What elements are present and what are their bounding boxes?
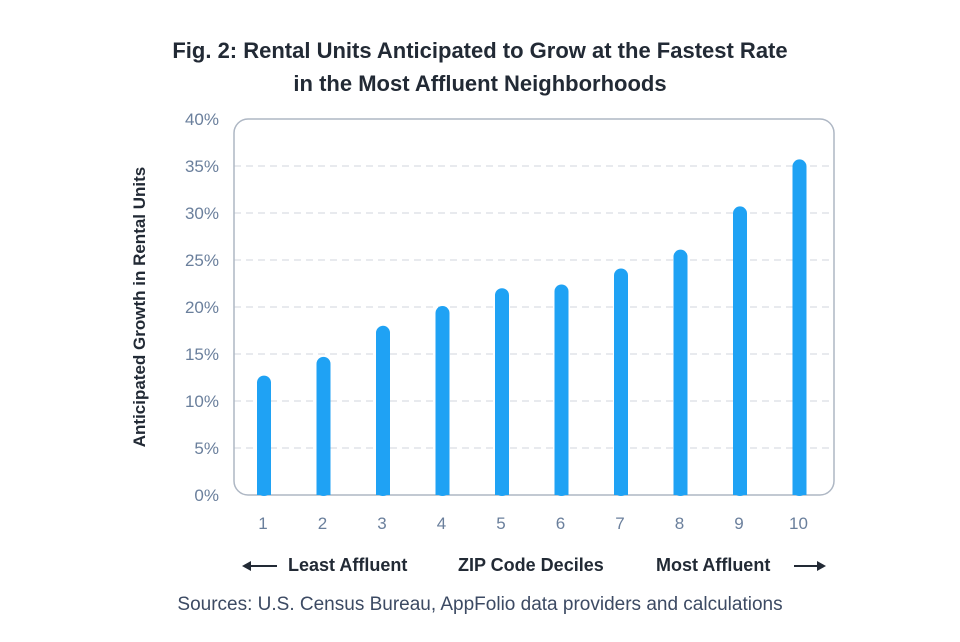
bar: [316, 356, 331, 496]
bar-base: [376, 487, 390, 495]
bar: [792, 159, 807, 497]
right-arrow-shaft: [794, 565, 819, 567]
bar-base: [495, 487, 509, 495]
y-tick-label: 10%: [185, 392, 219, 411]
bar: [376, 325, 390, 496]
bar: [554, 284, 569, 496]
x-tick-label: 3: [377, 514, 386, 533]
source-note: Sources: U.S. Census Bureau, AppFolio da…: [177, 594, 783, 615]
x-tick-label: 10: [789, 514, 808, 533]
chart-title-line-1: Fig. 2: Rental Units Anticipated to Grow…: [172, 38, 788, 63]
bar: [257, 375, 271, 496]
x-tick-label: 5: [496, 514, 505, 533]
y-tick-label: 15%: [185, 345, 219, 364]
chart-title: Fig. 2: Rental Units Anticipated to Grow…: [0, 34, 960, 100]
x-tick-label: 8: [675, 514, 684, 533]
bar: [495, 288, 509, 496]
y-tick-label: 5%: [194, 439, 219, 458]
bar: [673, 249, 688, 496]
bar-base: [792, 487, 807, 495]
chart-title-line-2: in the Most Affluent Neighborhoods: [293, 71, 667, 96]
bar-base: [733, 487, 747, 495]
bar-base: [257, 487, 271, 495]
bar: [733, 206, 747, 497]
left-arrow-icon: [242, 561, 251, 571]
bar-base: [435, 487, 450, 495]
bar-base: [673, 487, 688, 495]
plot-frame: [233, 118, 835, 496]
x-axis-label: ZIP Code Deciles: [458, 555, 604, 575]
bar-base: [614, 487, 628, 495]
x-tick-label: 9: [734, 514, 743, 533]
y-tick-label: 30%: [185, 204, 219, 223]
x-tick-label: 6: [556, 514, 565, 533]
left-arrow-shaft: [250, 565, 277, 567]
x-tick-label: 4: [437, 514, 446, 533]
y-tick-label: 20%: [185, 298, 219, 317]
bar: [614, 268, 628, 496]
bar: [435, 306, 450, 496]
most-affluent-label: Most Affluent: [656, 555, 771, 575]
y-tick-label: 0%: [194, 486, 219, 505]
y-tick-label: 40%: [185, 110, 219, 129]
right-arrow-icon: [817, 561, 826, 571]
bar-base: [316, 487, 331, 495]
bar-base: [554, 487, 569, 495]
y-tick-label: 25%: [185, 251, 219, 270]
x-tick-label: 1: [258, 514, 267, 533]
x-tick-label: 2: [318, 514, 327, 533]
least-affluent-label: Least Affluent: [288, 555, 408, 575]
x-tick-label: 7: [615, 514, 624, 533]
y-tick-label: 35%: [185, 157, 219, 176]
